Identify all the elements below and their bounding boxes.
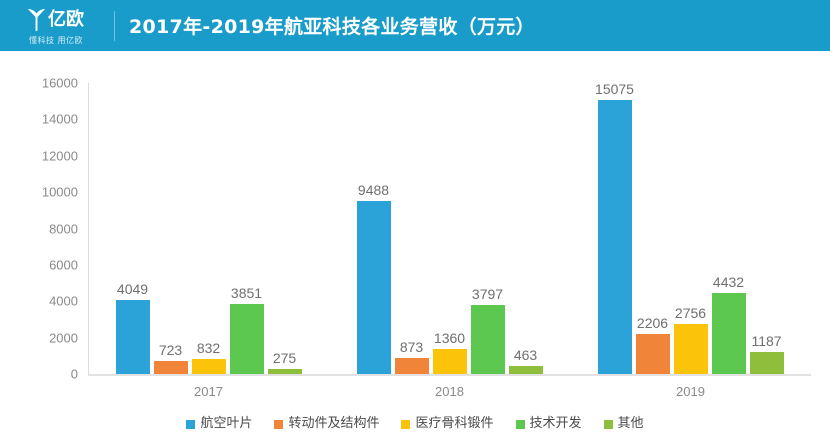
bar[interactable]: 4432 (711, 274, 746, 374)
logo-row: 亿欧 (28, 7, 84, 33)
x-axis-tick: 2019 (676, 384, 705, 399)
y-axis-tick: 12000 (41, 148, 78, 164)
bar-group: 4049 723 832 3851 275 (115, 83, 302, 374)
legend-item[interactable]: 转动件及结构件 (274, 417, 379, 431)
page-header: 亿欧 懂科技 用亿欧 2017年-2019年航亚科技各业务营收（万元） (0, 0, 830, 51)
legend-label: 转动件及结构件 (288, 416, 380, 431)
bar[interactable]: 9488 (356, 182, 391, 374)
bar-value-label: 2756 (674, 304, 707, 321)
y-axis-line (88, 83, 89, 374)
chart-canvas: 16000 14000 12000 10000 8000 6000 4000 2000 0 40… (0, 51, 830, 433)
bar[interactable]: 832 (191, 340, 226, 374)
legend-item[interactable]: 其他 (603, 416, 644, 431)
bar-value-label: 3797 (471, 285, 504, 302)
bar[interactable]: 15075 (595, 81, 634, 374)
bar[interactable]: 1187 (749, 333, 784, 374)
legend-color-swatch (401, 419, 411, 429)
bar-value-label: 15075 (595, 80, 634, 97)
x-axis-tick: 2018 (435, 384, 464, 399)
bar[interactable]: 463 (508, 347, 543, 374)
bar-value-label: 4049 (116, 281, 149, 298)
bar[interactable]: 873 (394, 339, 429, 374)
header-divider (114, 10, 115, 41)
legend-color-swatch (186, 419, 196, 429)
y-axis-tick: 10000 (41, 184, 78, 200)
legend-label: 技术开发 (529, 416, 582, 431)
bar[interactable]: 2206 (635, 315, 670, 374)
bar-value-label: 275 (272, 350, 297, 366)
bar-group: 15075 2206 2756 4432 1187 (595, 81, 784, 374)
bar-value-label: 1360 (433, 330, 466, 347)
bar-value-label: 9488 (357, 182, 390, 199)
y-axis-labels: 16000 14000 12000 10000 8000 6000 4000 2000 0 (0, 51, 78, 382)
bar-value-label: 463 (513, 346, 538, 363)
bar[interactable]: 723 (153, 342, 188, 374)
bar[interactable]: 4049 (115, 281, 150, 374)
bar[interactable]: 275 (267, 350, 302, 374)
y-axis-tick: 8000 (49, 221, 78, 236)
bar-value-label: 1187 (751, 333, 782, 350)
logo-wordmark: 亿欧 (48, 9, 84, 30)
legend-label: 医疗骨科锻件 (415, 416, 494, 431)
plot-area: 4049 723 832 3851 275 9488 873 1360 3797 463 15075… (88, 81, 811, 374)
bar-value-label: 3851 (230, 284, 263, 301)
bar-group: 9488 873 1360 3797 463 (356, 83, 543, 374)
logo-tagline: 懂科技 用亿欧 (28, 36, 84, 45)
y-axis-tick: 16000 (41, 75, 78, 91)
bar-value-label: 4432 (712, 274, 745, 291)
bar-value-label: 2206 (636, 314, 669, 331)
y-axis-tick: 2000 (49, 330, 78, 346)
bar[interactable]: 3797 (470, 286, 505, 374)
bar-value-label: 873 (399, 339, 424, 356)
chart-legend: 航空叶片 转动件及结构件 医疗骨科锻件 技术开发 其他 (0, 417, 830, 433)
legend-color-swatch (274, 419, 284, 429)
x-axis-tick: 2017 (194, 384, 223, 399)
bar[interactable]: 2756 (673, 305, 708, 374)
y-axis-tick: 14000 (41, 111, 78, 127)
legend-item[interactable]: 医疗骨科锻件 (401, 416, 494, 431)
legend-item[interactable]: 航空叶片 (186, 417, 252, 431)
legend-color-swatch (515, 419, 525, 429)
bar-value-label: 723 (158, 341, 183, 358)
brand-logo[interactable]: 亿欧 懂科技 用亿欧 (0, 0, 112, 51)
y-axis-tick: 4000 (49, 293, 78, 309)
bar[interactable]: 1360 (432, 330, 467, 374)
y-axis-tick: 6000 (49, 257, 78, 273)
yiou-leaf-icon (28, 9, 45, 31)
legend-label: 其他 (617, 416, 644, 431)
legend-item[interactable]: 技术开发 (515, 416, 582, 431)
legend-color-swatch (603, 419, 613, 429)
y-axis-tick: 0 (70, 366, 78, 382)
bar-value-label: 832 (196, 339, 221, 356)
legend-label: 航空叶片 (200, 416, 253, 431)
bar[interactable]: 3851 (229, 285, 264, 374)
page-title: 2017年-2019年航亚科技各业务营收（万元） (129, 16, 535, 38)
x-axis-line (88, 374, 811, 376)
